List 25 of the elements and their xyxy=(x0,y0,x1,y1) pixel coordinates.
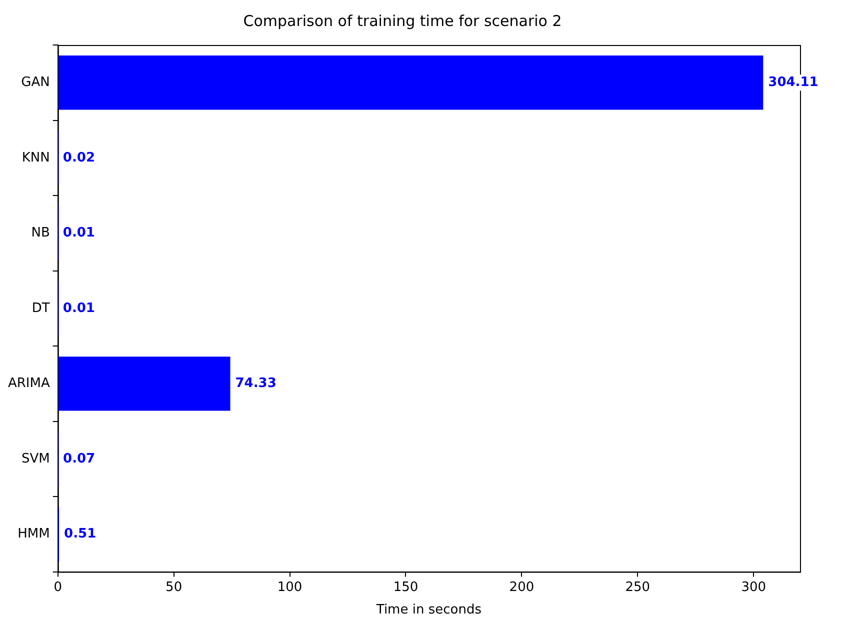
x-tick-label: 50 xyxy=(166,580,182,595)
data-label: 0.01 xyxy=(62,226,95,241)
data-label: 0.51 xyxy=(64,526,96,542)
chart-title: Comparison of training time for scenario 2 xyxy=(243,12,562,30)
y-tick-label: SVM xyxy=(21,451,50,466)
bar xyxy=(58,56,764,110)
x-axis-title: Time in seconds xyxy=(375,602,482,618)
x-tick-label: 150 xyxy=(393,580,418,595)
y-tick-label: NB xyxy=(31,226,50,241)
y-tick-label: HMM xyxy=(18,526,50,542)
y-tick-label: DT xyxy=(32,300,50,316)
x-tick-label: 100 xyxy=(277,580,302,595)
data-label: 74.33 xyxy=(235,376,276,392)
data-label: 0.07 xyxy=(63,451,96,466)
bar xyxy=(58,356,230,411)
x-tick-label: 200 xyxy=(509,580,534,595)
data-label: 0.02 xyxy=(62,150,95,166)
y-tick-label: GAN xyxy=(21,75,50,90)
x-tick-label: 0 xyxy=(54,580,62,595)
data-label: 0.01 xyxy=(62,300,95,316)
y-tick-label: ARIMA xyxy=(8,376,50,392)
y-tick-label: KNN xyxy=(22,150,50,166)
x-tick-label: 300 xyxy=(741,580,766,595)
data-label: 304.11 xyxy=(768,75,818,90)
x-tick-label: 250 xyxy=(625,580,650,595)
